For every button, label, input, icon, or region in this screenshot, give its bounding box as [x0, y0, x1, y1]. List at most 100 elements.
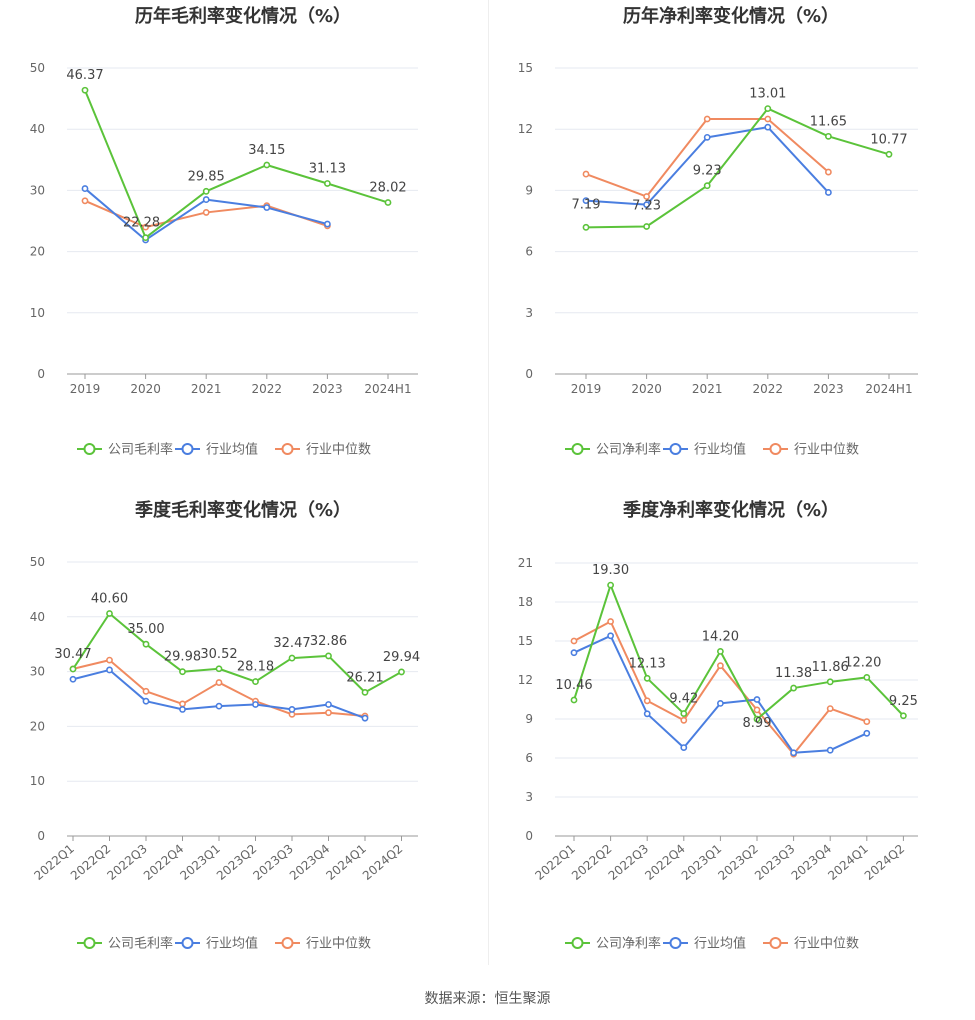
y-tick-label: 10	[30, 306, 45, 320]
legend-item-company[interactable]: 公司毛利率	[77, 442, 173, 458]
x-tick-label: 2020	[130, 382, 161, 396]
x-tick-label: 2021	[191, 382, 222, 396]
data-point-company	[570, 696, 578, 704]
x-tick-label: 2022Q3	[104, 842, 149, 883]
legend-item-company[interactable]: 公司毛利率	[77, 936, 173, 952]
data-point-company	[288, 654, 296, 662]
y-tick-label: 18	[518, 595, 533, 609]
legend-item-industry-avg[interactable]: 行业均值	[663, 936, 746, 952]
data-point-company	[202, 187, 210, 195]
data-point-industry-avg	[252, 701, 259, 708]
data-point-industry-median	[325, 709, 332, 717]
data-point-industry-avg	[764, 123, 772, 131]
data-label: 12.13	[629, 656, 666, 671]
data-label: 26.21	[346, 670, 383, 685]
y-tick-label: 50	[30, 61, 45, 75]
data-point-company	[753, 715, 761, 723]
legend-item-industry-median[interactable]: 行业中位数	[763, 937, 859, 952]
x-tick-label: 2019	[571, 382, 602, 396]
data-point-company	[703, 182, 711, 190]
legend-item-industry-avg[interactable]: 行业均值	[175, 936, 258, 952]
chart-svg: 季度毛利率变化情况（%）010203040502022Q12022Q22022Q…	[30, 499, 420, 952]
legend-marker	[669, 443, 682, 455]
legend-label: 行业均值	[206, 936, 258, 952]
panel-divider	[488, 0, 489, 965]
data-label: 7.19	[572, 197, 601, 212]
x-tick-label: 2024H1	[865, 382, 912, 396]
y-tick-label: 9	[525, 712, 533, 726]
quarterly-gross-margin-chart: 季度毛利率变化情况（%） 0 10 20 30 40 50 2022Q1 2022Q2 2022Q…	[0, 490, 487, 980]
data-point-industry-avg	[215, 702, 223, 710]
data-label: 19.30	[592, 563, 629, 578]
data-point-industry-avg	[643, 710, 651, 718]
y-tick-label: 12	[518, 122, 533, 136]
data-label: 9.25	[889, 694, 918, 709]
legend-item-industry-median[interactable]: 行业中位数	[275, 937, 371, 952]
data-label: 34.15	[248, 143, 285, 158]
data-label: 7.23	[632, 199, 661, 214]
x-tick-label: 2022Q4	[642, 842, 687, 883]
data-point-industry-median	[582, 170, 590, 178]
data-point-industry-median	[142, 687, 150, 695]
legend-item-company[interactable]: 公司净利率	[565, 442, 661, 458]
y-tick-label: 20	[30, 245, 45, 259]
data-point-company	[826, 678, 834, 686]
legend-label: 公司净利率	[596, 936, 661, 952]
data-point-industry-avg	[179, 706, 186, 713]
data-point-industry-avg	[826, 746, 834, 754]
y-tick-label: 30	[30, 665, 45, 679]
legend-item-industry-median[interactable]: 行业中位数	[763, 443, 859, 458]
data-point-industry-median	[753, 706, 761, 714]
data-point-company	[680, 710, 688, 717]
data-point-industry-median	[643, 697, 651, 705]
legend-item-industry-median[interactable]: 行业中位数	[275, 443, 371, 458]
y-tick-label: 6	[525, 245, 533, 259]
legend-item-industry-avg[interactable]: 行业均值	[175, 442, 258, 458]
legend-marker	[769, 443, 782, 455]
x-tick-label: 2022Q4	[141, 842, 186, 883]
data-label: 14.20	[702, 629, 739, 644]
data-point-industry-avg	[570, 649, 578, 657]
data-label: 32.86	[310, 634, 347, 649]
data-label: 29.85	[188, 169, 225, 184]
data-label: 10.46	[555, 678, 592, 693]
y-tick-label: 3	[525, 790, 533, 804]
legend-marker	[571, 443, 584, 455]
data-point-company	[323, 180, 331, 187]
legend-item-company[interactable]: 公司净利率	[565, 936, 661, 952]
data-point-industry-avg	[790, 749, 797, 757]
data-point-company	[263, 161, 271, 169]
legend-marker	[181, 443, 194, 455]
y-tick-label: 30	[30, 183, 45, 197]
data-point-industry-avg	[202, 196, 210, 203]
legend-marker	[669, 937, 682, 949]
data-label: 30.52	[200, 647, 237, 662]
chart-svg: 历年净利率变化情况（%） 0 3 6 9 12 15 2019 2020 2021 2022 2023…	[518, 5, 918, 458]
legend-label: 行业均值	[694, 442, 746, 458]
data-point-industry-avg	[325, 701, 332, 708]
data-source-note: 数据来源：恒生聚源	[424, 991, 551, 1007]
legend-label: 公司毛利率	[108, 936, 173, 952]
data-point-company	[764, 105, 772, 112]
data-point-company	[106, 610, 113, 617]
y-tick-label: 0	[525, 367, 533, 381]
series-line-company	[585, 107, 890, 229]
data-label: 29.94	[383, 650, 420, 665]
data-point-company	[142, 234, 149, 242]
data-point-company	[824, 132, 832, 140]
data-point-industry-median	[142, 223, 149, 231]
data-point-industry-median	[703, 115, 711, 123]
y-tick-label: 6	[525, 751, 533, 765]
annual-net-margin-chart: 历年净利率变化情况（%） 0 3 6 9 12 15 2019 2020 2021 2022 2023…	[488, 0, 975, 490]
data-label: 40.60	[91, 592, 128, 607]
data-label: 30.47	[54, 647, 91, 662]
data-point-industry-avg	[142, 697, 150, 705]
y-tick-label: 10	[30, 774, 45, 788]
data-point-industry-avg	[81, 185, 89, 192]
legend-label: 行业中位数	[306, 443, 371, 458]
x-tick-label: 2022	[252, 382, 283, 396]
data-label: 12.20	[844, 655, 881, 670]
legend-item-industry-avg[interactable]: 行业均值	[663, 442, 746, 458]
y-tick-label: 50	[30, 555, 45, 569]
x-tick-label: 2023Q3	[250, 842, 295, 883]
